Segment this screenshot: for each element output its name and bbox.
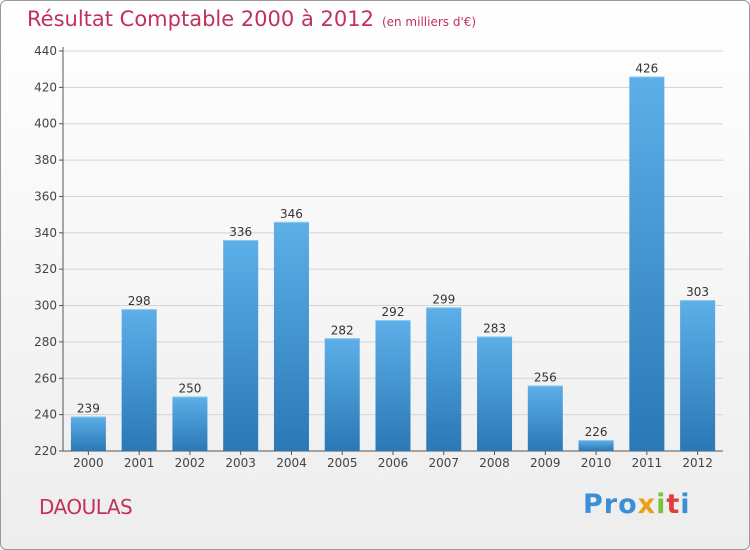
x-tick-label-2002: 2002 [175,456,206,470]
value-label-2008: 283 [483,321,506,335]
x-tick-label-2005: 2005 [327,456,358,470]
x-tick-label-2000: 2000 [73,456,104,470]
bar-2000 [70,416,106,451]
y-tick-label: 280 [34,335,57,349]
value-label-2011: 426 [635,61,658,75]
x-tick-label-2009: 2009 [530,456,561,470]
bar-2003 [223,240,259,451]
y-tick-label: 440 [34,44,57,58]
bar-2004 [273,221,309,451]
bar-2012 [680,300,716,451]
y-tick-label: 320 [34,262,57,276]
title-unit: (en milliers d'€) [381,15,477,29]
logo-part-2: x [637,489,657,520]
value-label-2009: 256 [534,371,557,385]
x-tick-label-2003: 2003 [225,456,256,470]
y-tick-label: 380 [34,153,57,167]
bar-2009 [527,385,563,451]
bar-2006 [375,320,411,451]
logo-part-1: Pro [583,489,638,520]
value-label-2000: 239 [77,401,100,415]
bar-2010 [578,440,614,451]
value-label-2010: 226 [585,425,608,439]
bar-2011 [629,76,665,452]
bar-2001 [121,309,157,451]
value-label-2005: 282 [331,323,354,337]
y-tick-label: 420 [34,80,57,94]
x-tick-label-2008: 2008 [479,456,510,470]
bar-2008 [477,336,513,451]
value-label-2001: 298 [128,294,151,308]
x-tick-label-2007: 2007 [428,456,459,470]
x-tick-label-2001: 2001 [124,456,155,470]
x-tick-label-2011: 2011 [632,456,663,470]
value-label-2003: 336 [229,225,252,239]
y-tick-label: 400 [34,117,57,131]
y-tick-label: 220 [34,444,57,458]
bar-2007 [426,307,462,451]
y-tick-label: 340 [34,226,57,240]
tick-labels: 220 240 260 280 300 320 340 360 380 400 420 440 2000… [34,44,713,470]
bars [70,76,716,452]
x-tick-label-2006: 2006 [378,456,409,470]
value-label-2006: 292 [382,305,405,319]
y-tick-label: 240 [34,408,57,422]
value-label-2002: 250 [178,381,201,395]
x-tick-label-2004: 2004 [276,456,307,470]
value-label-2012: 303 [686,285,709,299]
bar-2002 [172,396,208,451]
commune-name: DAOULAS [39,495,133,519]
x-tick-label-2012: 2012 [682,456,713,470]
y-tick-label: 300 [34,299,57,313]
logo-part-5: i [680,489,691,520]
chart-title: Résultat Comptable 2000 à 2012 (en millie… [27,7,476,31]
bar-2005 [324,338,360,451]
x-tick-label-2010: 2010 [581,456,612,470]
value-labels: 239 298 250 336 346 282 292 299 283 256 226 426 303 [77,61,709,439]
proxiti-logo: Proxiti [583,489,691,520]
logo-part-4: t [666,489,681,520]
title-text: Résultat Comptable 2000 à 2012 [27,7,374,31]
y-tick-label: 360 [34,189,57,203]
value-label-2007: 299 [432,292,455,306]
value-label-2004: 346 [280,207,303,221]
logo-part-3: i [656,489,667,520]
y-tick-label: 260 [34,371,57,385]
